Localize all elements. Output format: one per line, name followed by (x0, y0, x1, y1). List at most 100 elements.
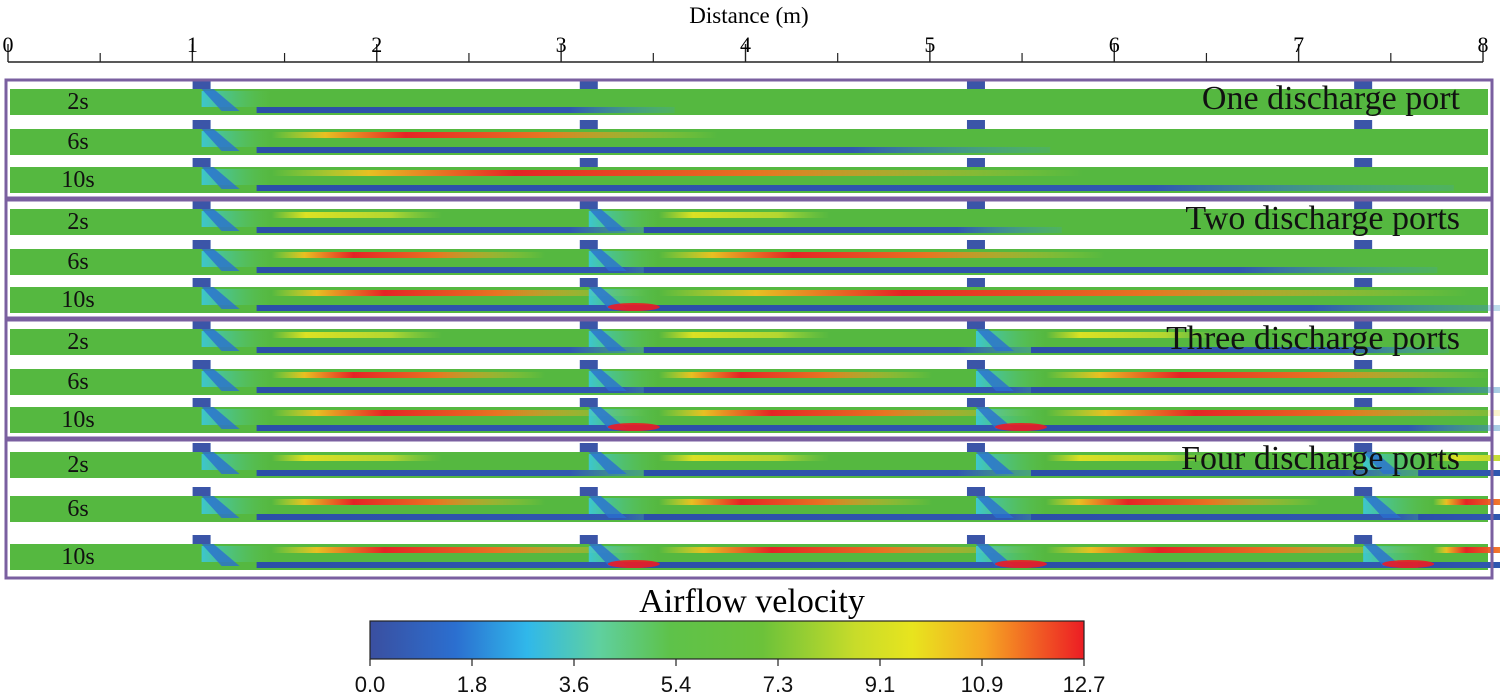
colorbar-tick-label: 10.9 (961, 672, 1004, 697)
panel-border (4, 198, 1494, 320)
inflow-jet (588, 407, 627, 429)
high-velocity-jet (658, 252, 1106, 258)
impingement-zone (994, 560, 1047, 568)
panel-label: One discharge port (1202, 80, 1461, 117)
inflow-jet (975, 329, 1014, 351)
high-velocity-jet (1045, 455, 1217, 461)
colorbar-tick-label: 5.4 (661, 672, 692, 697)
high-velocity-jet (1045, 332, 1217, 338)
time-label: 6s (67, 129, 88, 155)
discharge-port (1354, 80, 1373, 89)
discharge-port (1354, 398, 1373, 407)
discharge-port (1354, 278, 1373, 287)
discharge-port (579, 320, 598, 329)
inflow-jet (588, 452, 627, 474)
discharge-port (966, 398, 985, 407)
discharge-port (579, 487, 598, 496)
low-velocity-wake (643, 562, 1199, 568)
low-velocity-wake (1030, 347, 1449, 353)
discharge-port (1354, 158, 1373, 167)
high-velocity-jet (1045, 372, 1493, 378)
high-velocity-jet (1045, 547, 1423, 553)
time-label: 2s (67, 329, 88, 355)
inflow-jet (1363, 544, 1402, 566)
discharge-port (579, 200, 598, 209)
discharge-port (192, 158, 211, 167)
inflow-jet (201, 452, 240, 474)
discharge-port (1354, 443, 1373, 452)
low-velocity-wake (256, 514, 743, 520)
low-velocity-wake (643, 514, 1131, 520)
velocity-strip: 2s (10, 200, 1488, 235)
high-velocity-jet (1433, 547, 1500, 553)
inflow-jet (201, 167, 240, 189)
high-velocity-jet (1045, 410, 1500, 416)
time-label: 10s (61, 167, 94, 193)
discharge-port (192, 535, 211, 544)
low-velocity-wake (1418, 514, 1500, 520)
discharge-port (579, 398, 598, 407)
inflow-jet (588, 287, 627, 309)
low-velocity-wake (256, 147, 1051, 153)
time-label: 6s (67, 369, 88, 395)
colorbar-ticks: 0.0 1.8 3.6 5.4 7.3 9.1 10.9 12.7 (355, 659, 1105, 697)
inflow-jet (201, 249, 240, 271)
panels: 2s 6s 10s One discharge port 2s 6s 10s Two disc… (4, 78, 1500, 580)
low-velocity-wake (1030, 470, 1449, 476)
discharge-port (1354, 200, 1373, 209)
low-velocity-wake (643, 227, 1062, 233)
axis-tick-label: 2 (371, 32, 382, 57)
colorbar-tick-label: 3.6 (559, 672, 590, 697)
time-label: 2s (67, 89, 88, 115)
time-label: 2s (67, 209, 88, 235)
inflow-jet (201, 209, 240, 231)
discharge-port (579, 535, 598, 544)
high-velocity-jet (658, 372, 933, 378)
discharge-port (192, 398, 211, 407)
low-velocity-wake (256, 347, 675, 353)
inflow-jet (201, 407, 240, 429)
colorbar-gradient (369, 620, 1085, 660)
time-label: 10s (61, 407, 94, 433)
colorbar: Airflow velocity 0.0 1.8 3.6 5.4 7.3 9.1 10.9 1… (355, 583, 1106, 697)
discharge-port (192, 240, 211, 249)
discharge-port (1354, 320, 1373, 329)
discharge-port (966, 443, 985, 452)
velocity-strip: 6s (10, 360, 1500, 395)
discharge-port (966, 200, 985, 209)
inflow-jet (201, 496, 240, 518)
discharge-port (192, 120, 211, 129)
low-velocity-wake (1030, 387, 1500, 393)
high-velocity-jet (658, 410, 1035, 416)
discharge-port (192, 360, 211, 369)
panel-label: Two discharge ports (1185, 200, 1460, 237)
high-velocity-jet (271, 547, 648, 553)
axis-tick-label: 1 (187, 32, 198, 57)
low-velocity-wake (256, 107, 675, 113)
inflow-jet (201, 129, 240, 151)
high-velocity-jet (1045, 499, 1320, 505)
high-velocity-jet (658, 455, 830, 461)
discharge-port (579, 278, 598, 287)
high-velocity-jet (271, 132, 718, 138)
velocity-strip: 10s (10, 535, 1500, 570)
discharge-port (966, 487, 985, 496)
high-velocity-jet (271, 499, 546, 505)
low-velocity-wake (1418, 562, 1500, 568)
discharge-port (966, 120, 985, 129)
colorbar-tick-label: 1.8 (457, 672, 488, 697)
axis-title: Distance (m) (689, 3, 808, 28)
time-label: 6s (67, 496, 88, 522)
time-label: 10s (61, 544, 94, 570)
distance-axis: Distance (m) 0 1 2 3 4 5 6 7 8 (3, 3, 1489, 63)
velocity-strip: 2s (10, 443, 1500, 478)
velocity-strip: 2s (10, 80, 1488, 115)
axis-tick-label: 7 (1293, 32, 1304, 57)
axis-tick-label: 5 (924, 32, 935, 57)
axis-ticks: 0 1 2 3 4 5 6 7 8 (3, 32, 1489, 62)
discharge-port (192, 443, 211, 452)
discharge-port (192, 80, 211, 89)
discharge-port (1354, 240, 1373, 249)
inflow-jet (975, 544, 1014, 566)
panel-border (4, 318, 1494, 440)
